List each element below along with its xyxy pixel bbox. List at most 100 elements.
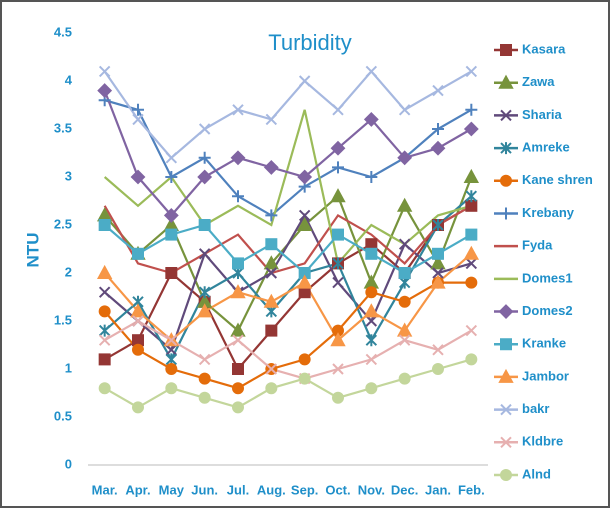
marker (232, 104, 244, 116)
marker (398, 295, 411, 308)
marker (432, 344, 444, 356)
x-tick-label: Jan. (425, 482, 451, 497)
marker (398, 267, 411, 279)
y-tick-label: 0 (65, 456, 72, 471)
marker (330, 140, 346, 156)
x-tick-label: Oct. (325, 482, 350, 497)
legend-label: Fyda (522, 238, 553, 253)
marker (132, 401, 144, 414)
marker (198, 372, 211, 385)
legend-label: Kranke (522, 336, 566, 351)
marker (396, 322, 413, 337)
marker (332, 104, 344, 116)
marker (296, 216, 313, 231)
y-tick-label: 4.5 (54, 24, 72, 39)
marker (230, 150, 246, 166)
marker (130, 169, 146, 185)
marker (132, 247, 144, 260)
marker (132, 343, 144, 356)
marker (165, 363, 178, 375)
marker (465, 276, 478, 289)
marker (198, 353, 211, 366)
marker (230, 284, 246, 299)
marker (500, 142, 512, 155)
marker (232, 401, 244, 414)
marker (165, 152, 178, 164)
marker (97, 83, 113, 99)
y-axis-label: NTU (23, 233, 42, 268)
marker (363, 111, 379, 127)
legend-label: bakr (522, 401, 549, 416)
marker (265, 238, 278, 251)
marker (498, 304, 514, 319)
marker (98, 286, 111, 298)
marker (297, 169, 313, 185)
marker (265, 209, 278, 222)
marker (432, 363, 444, 375)
marker (397, 150, 413, 166)
marker (463, 168, 480, 183)
marker (98, 324, 111, 337)
legend-label: Jambor (522, 368, 569, 383)
marker (165, 228, 178, 241)
marker (263, 159, 279, 175)
marker (198, 219, 211, 231)
y-tick-label: 0.5 (54, 408, 72, 423)
marker (232, 190, 244, 203)
marker (265, 267, 278, 279)
legend-label: Alnd (522, 466, 551, 481)
x-tick-label: Jul. (227, 482, 249, 497)
x-tick-label: Aug. (257, 482, 286, 497)
marker (332, 161, 344, 174)
y-tick-label: 2.5 (54, 216, 72, 231)
marker (98, 305, 111, 318)
marker (465, 228, 478, 241)
marker (430, 140, 446, 156)
marker (98, 219, 111, 231)
legend-label: Kldbre (522, 434, 563, 449)
legend-label: Amreke (522, 140, 570, 155)
marker (296, 274, 313, 289)
marker (332, 276, 344, 289)
y-tick-label: 3 (65, 168, 72, 183)
marker (398, 238, 411, 250)
marker (465, 324, 478, 337)
marker (198, 123, 211, 135)
marker (263, 293, 280, 308)
marker (432, 84, 444, 97)
marker (263, 255, 280, 270)
marker (432, 123, 444, 135)
series-line (103, 109, 472, 266)
y-tick-label: 4 (65, 72, 73, 87)
marker (465, 103, 478, 116)
marker (500, 44, 512, 56)
marker (332, 257, 344, 270)
marker (432, 247, 444, 260)
marker (298, 286, 311, 299)
marker (332, 391, 344, 404)
marker (165, 267, 178, 279)
marker (398, 372, 411, 385)
marker (465, 257, 478, 270)
x-tick-label: Mar. (92, 482, 118, 497)
series-line (103, 252, 473, 342)
marker (198, 151, 211, 164)
marker (365, 353, 378, 366)
marker (365, 286, 378, 299)
marker (298, 209, 311, 222)
series-line (104, 319, 472, 380)
marker (465, 190, 478, 203)
marker (465, 353, 478, 366)
marker (230, 322, 246, 337)
marker (500, 403, 512, 416)
legend-label: Zawa (522, 74, 555, 89)
marker (330, 188, 346, 203)
marker (132, 315, 144, 327)
marker (196, 303, 213, 318)
y-tick-label: 3.5 (54, 120, 72, 135)
marker (363, 303, 380, 318)
marker (396, 197, 413, 212)
marker (365, 247, 378, 260)
